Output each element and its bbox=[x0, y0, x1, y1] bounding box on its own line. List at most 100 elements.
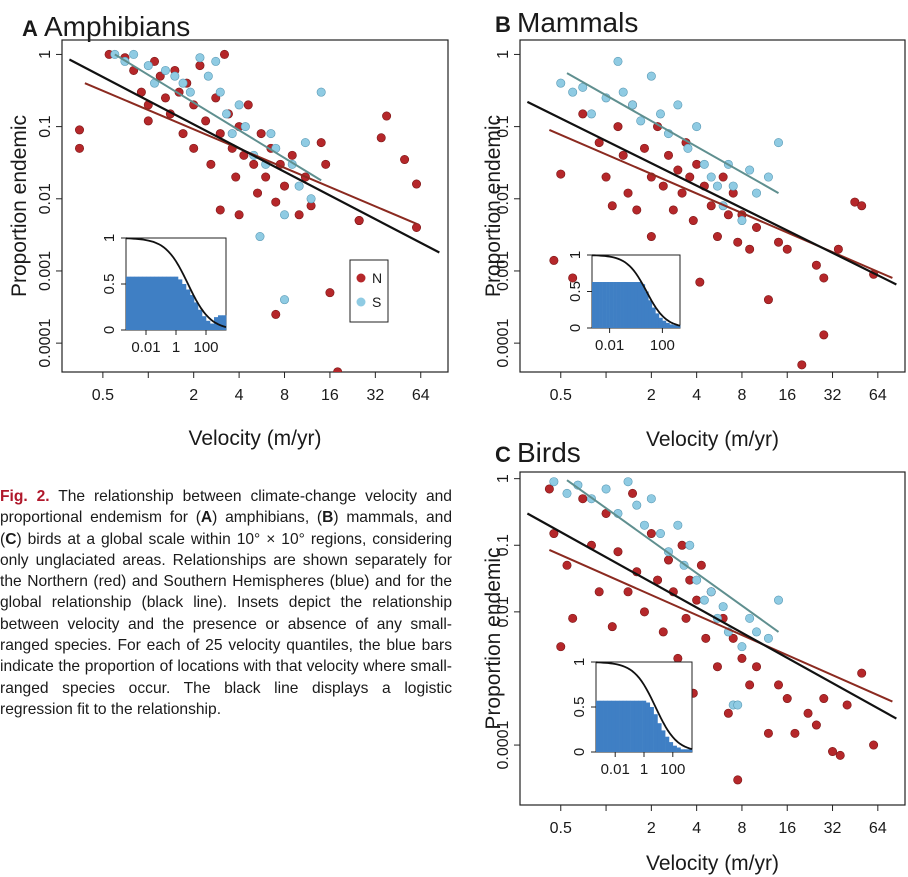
inset-bar bbox=[606, 282, 610, 328]
south-point bbox=[170, 71, 180, 81]
panel-letter: C bbox=[495, 442, 511, 467]
inset-bar bbox=[138, 276, 143, 330]
north-point bbox=[850, 197, 860, 207]
north-point bbox=[745, 680, 755, 690]
global-regression-line bbox=[526, 512, 897, 720]
inset-y-tick-label: 0.5 bbox=[567, 281, 584, 302]
north-point bbox=[842, 700, 852, 710]
north-point bbox=[728, 633, 738, 643]
plot-frame bbox=[519, 39, 906, 373]
north-point bbox=[752, 662, 762, 672]
north-point bbox=[658, 181, 668, 191]
north-point bbox=[578, 109, 588, 119]
inset-y-tick-label: 0.5 bbox=[571, 697, 588, 718]
south-point bbox=[733, 700, 743, 710]
south-point bbox=[185, 87, 195, 97]
south-point bbox=[280, 295, 290, 305]
y-tick-label: 1 bbox=[37, 50, 54, 59]
global-regression-line bbox=[68, 58, 440, 254]
caption-ref-a: A bbox=[200, 509, 213, 527]
inset-bar bbox=[616, 282, 621, 328]
inset-bar bbox=[637, 282, 642, 328]
south-point bbox=[203, 71, 213, 81]
y-tick-label: 0.01 bbox=[495, 596, 512, 627]
north-point bbox=[287, 150, 297, 160]
north-point bbox=[382, 111, 392, 121]
legend-marker bbox=[356, 297, 366, 307]
north-point bbox=[376, 133, 386, 143]
y-tick-label: 0.01 bbox=[495, 183, 512, 214]
north-point bbox=[688, 216, 698, 226]
inset-bar bbox=[613, 282, 617, 328]
north-point bbox=[712, 662, 722, 672]
x-tick-label: 2 bbox=[189, 387, 198, 404]
north-point bbox=[249, 159, 259, 169]
north-point bbox=[562, 560, 572, 570]
x-tick-label: 16 bbox=[778, 387, 796, 404]
inset-bar bbox=[662, 320, 667, 328]
north-point bbox=[639, 607, 649, 617]
x-axis-label: Velocity (m/yr) bbox=[646, 428, 779, 451]
north-point bbox=[195, 61, 205, 71]
north-point bbox=[594, 587, 604, 597]
inset-x-tick-label: 1 bbox=[640, 761, 648, 778]
inset-bar bbox=[222, 315, 227, 330]
south-point bbox=[143, 61, 153, 71]
north-point bbox=[234, 210, 244, 220]
north-point bbox=[673, 165, 683, 175]
south-point bbox=[227, 129, 237, 139]
figure-caption: Fig. 2. The relationship between climate… bbox=[0, 486, 452, 720]
inset-bar bbox=[680, 749, 685, 752]
inset-bar bbox=[657, 723, 662, 752]
north-point bbox=[280, 181, 290, 191]
x-tick-label: 64 bbox=[412, 387, 430, 404]
north-point bbox=[695, 277, 705, 287]
north-point bbox=[412, 179, 422, 189]
inset-x-tick-label: 100 bbox=[660, 761, 685, 778]
inset-bar bbox=[186, 289, 191, 330]
north-point bbox=[632, 205, 642, 215]
panel-b: B Mammals 0.0001 0.001 0.01 0.1 1 0.5 2 4 8 16 32 64 V… bbox=[482, 7, 906, 451]
inset-bar bbox=[202, 316, 207, 330]
x-tick-label: 0.5 bbox=[550, 387, 572, 404]
x-tick-label: 4 bbox=[692, 820, 701, 837]
inset-bar bbox=[609, 282, 614, 328]
inset-bar bbox=[150, 276, 155, 330]
north-point bbox=[400, 155, 410, 165]
y-tick-label: 0.1 bbox=[495, 115, 512, 137]
inset-bar bbox=[603, 700, 608, 752]
x-axis-label: Velocity (m/yr) bbox=[646, 852, 779, 875]
inset-x-tick-label: 100 bbox=[650, 337, 675, 354]
south-point bbox=[737, 642, 747, 652]
north-point bbox=[646, 529, 656, 539]
inset-bar bbox=[648, 300, 653, 328]
north-point bbox=[178, 129, 188, 139]
north-point bbox=[696, 560, 706, 570]
north-point bbox=[219, 49, 229, 59]
north-point bbox=[243, 100, 253, 110]
north-point bbox=[623, 587, 633, 597]
inset-bar bbox=[630, 282, 635, 328]
plot-area bbox=[68, 49, 440, 372]
north-point bbox=[155, 71, 165, 81]
x-tick-label: 4 bbox=[692, 387, 701, 404]
north-point bbox=[701, 633, 711, 643]
north-point bbox=[745, 244, 755, 254]
south-point bbox=[699, 595, 709, 605]
inset-bar bbox=[665, 322, 670, 328]
inset-bar bbox=[665, 736, 670, 752]
south-point bbox=[737, 216, 747, 226]
north-point bbox=[833, 244, 843, 254]
plot-frame bbox=[519, 471, 906, 806]
x-tick-label: 32 bbox=[366, 387, 384, 404]
north-point bbox=[316, 138, 326, 148]
inset-x-tick-label: 1 bbox=[172, 339, 180, 356]
south-point bbox=[255, 232, 265, 242]
north-point bbox=[556, 169, 566, 179]
inset-bar bbox=[154, 276, 159, 330]
north-point bbox=[668, 205, 678, 215]
south-point bbox=[712, 181, 722, 191]
y-tick-label: 0.0001 bbox=[495, 720, 512, 769]
north-point bbox=[803, 708, 813, 718]
south-point bbox=[683, 143, 693, 153]
